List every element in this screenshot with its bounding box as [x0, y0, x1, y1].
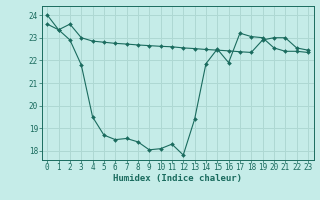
X-axis label: Humidex (Indice chaleur): Humidex (Indice chaleur) [113, 174, 242, 183]
